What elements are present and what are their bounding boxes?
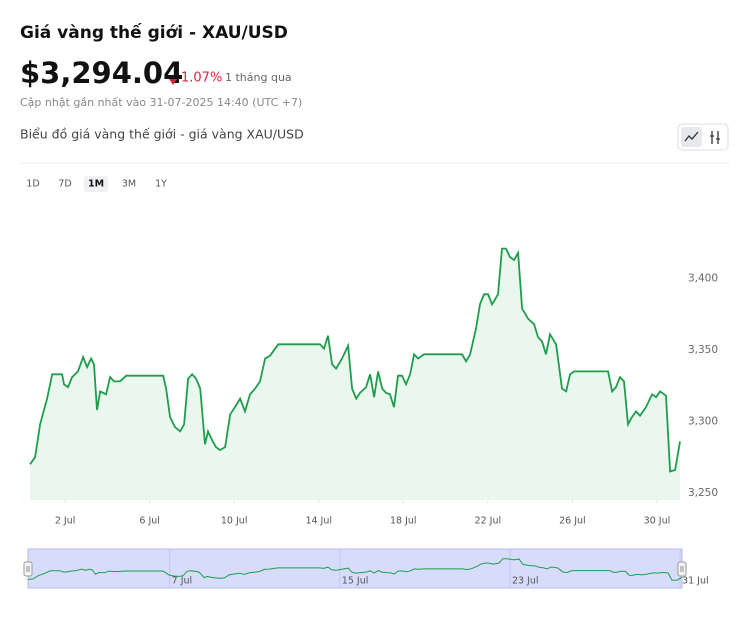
range-button[interactable]: 1D	[26, 179, 39, 190]
line-icon	[684, 131, 699, 142]
candle-icon[interactable]	[710, 131, 720, 144]
line-icon-bg[interactable]	[681, 127, 702, 147]
y-tick-label: 3,350	[688, 344, 718, 356]
area-fill	[30, 248, 680, 500]
change: 1.07%	[181, 71, 222, 86]
range-button[interactable]: 7D	[58, 179, 71, 190]
navigator-bg	[27, 548, 683, 589]
navigator-tick-label: 23 Jul	[512, 576, 539, 587]
price-line	[29, 247, 681, 473]
range-active-bg[interactable]	[84, 176, 108, 192]
navigator-handle[interactable]	[677, 561, 687, 577]
x-tick-label: 6 Jul	[139, 516, 160, 527]
navigator-grip	[26, 566, 30, 572]
y-tick-label: 3,250	[688, 487, 718, 499]
x-tick-label: 2 Jul	[55, 516, 76, 527]
navigator-handle[interactable]	[23, 561, 33, 577]
updated: Cập nhật gần nhất vào 31-07-2025 14:40 (…	[20, 96, 302, 109]
x-tick-label: 30 Jul	[644, 516, 671, 527]
x-tick-label: 26 Jul	[559, 516, 586, 527]
y-tick-label: 3,400	[688, 273, 718, 285]
x-tick-label: 22 Jul	[475, 516, 502, 527]
down-arrow	[169, 79, 177, 85]
range-button[interactable]: 3M	[122, 179, 136, 190]
y-tick-label: 3,300	[688, 415, 718, 427]
x-tick-label: 10 Jul	[221, 516, 248, 527]
x-tick-label: 14 Jul	[305, 516, 332, 527]
period: 1 tháng qua	[225, 71, 292, 84]
x-tick-label: 18 Jul	[390, 516, 417, 527]
range-button[interactable]: 1M	[88, 179, 104, 190]
page-title: Giá vàng thế giới - XAU/USD	[20, 22, 288, 43]
navigator-grip	[680, 566, 684, 572]
range-button[interactable]: 1Y	[155, 179, 167, 190]
section-title: Biểu đồ giá vàng thế giới - giá vàng XAU…	[20, 127, 304, 142]
navigator-tick-label: 15 Jul	[342, 576, 369, 587]
price: $3,294.04	[20, 56, 183, 90]
navigator-line	[27, 558, 683, 581]
navigator-tick-label: 31 Jul	[682, 576, 709, 587]
navigator-tick-label: 7 Jul	[172, 576, 193, 587]
